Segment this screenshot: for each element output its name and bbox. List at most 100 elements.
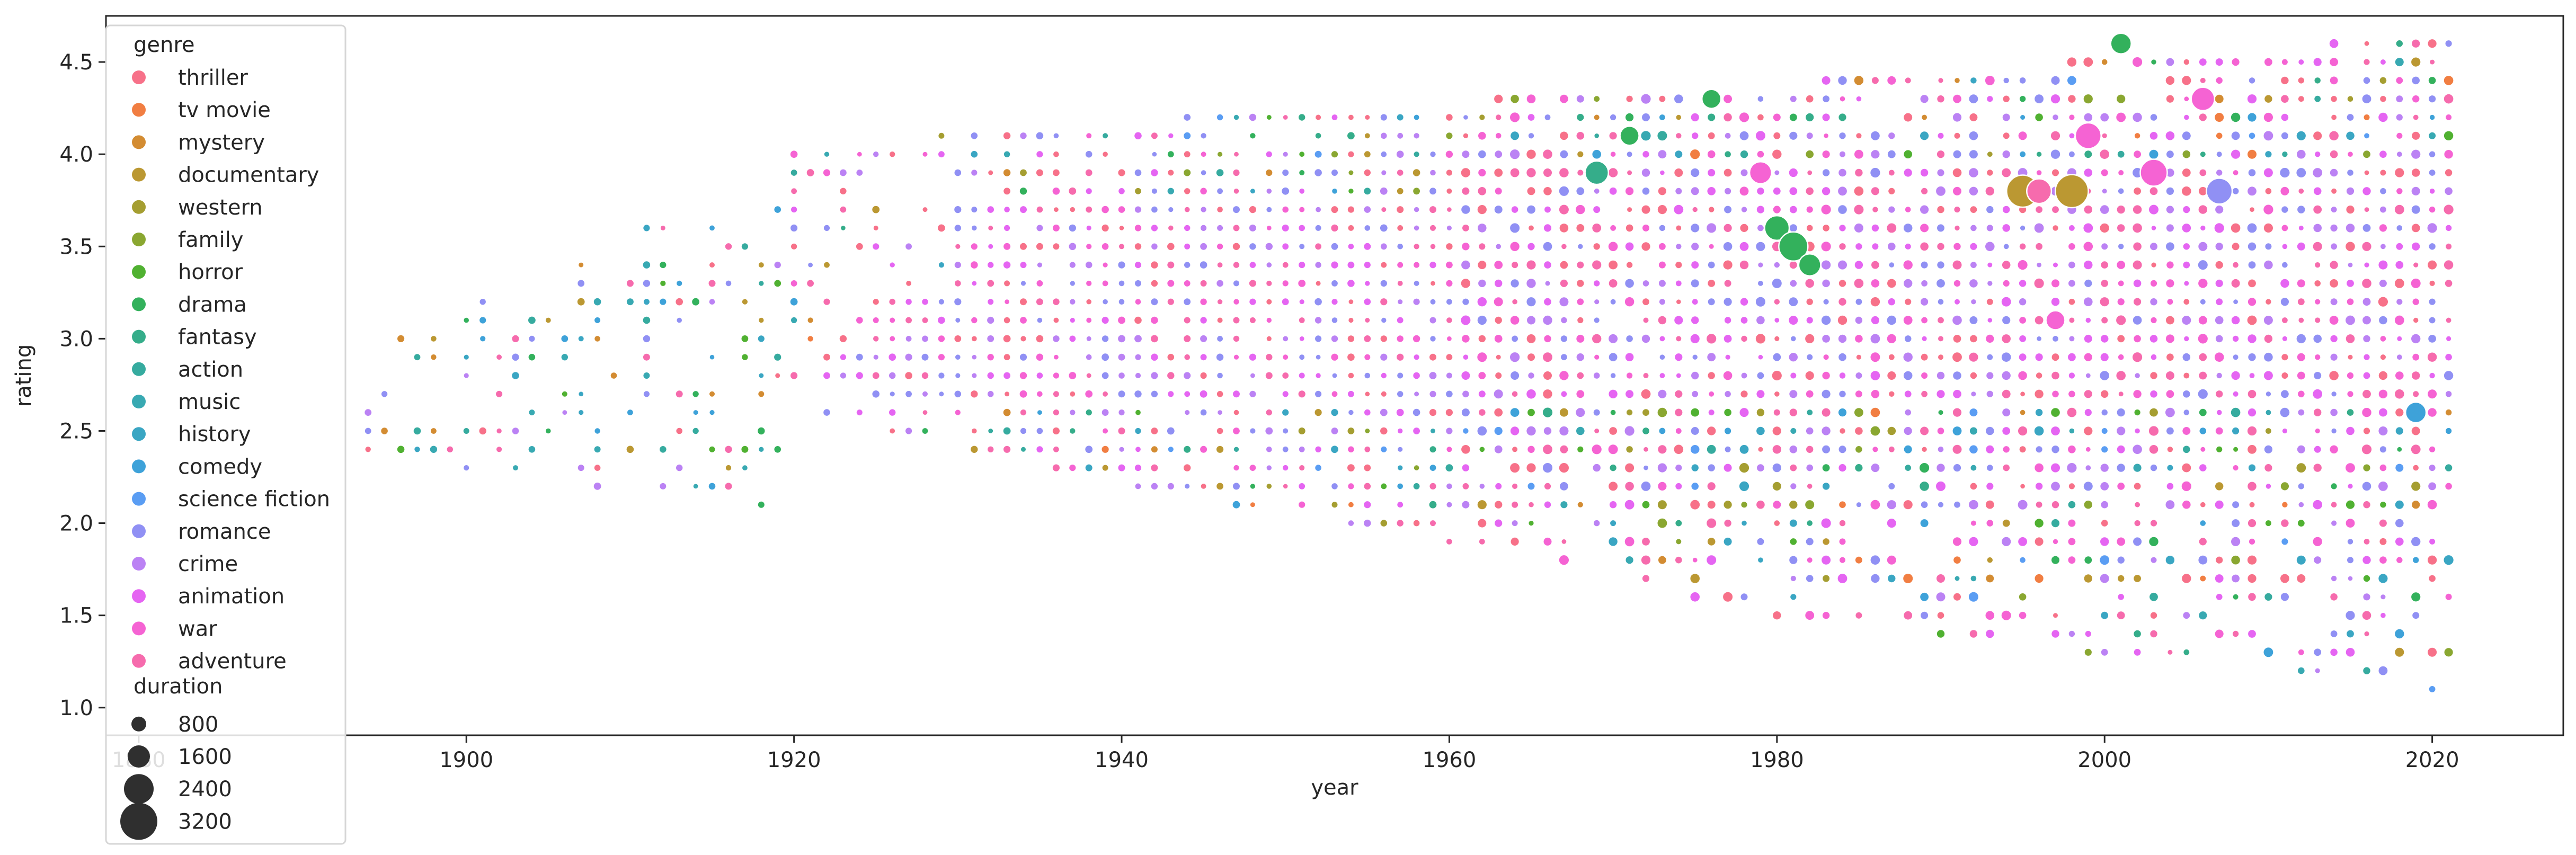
data-point <box>1494 519 1503 528</box>
data-point <box>1937 205 1945 214</box>
data-point <box>1526 462 1536 473</box>
data-point <box>2099 370 2110 381</box>
data-point <box>2443 204 2454 215</box>
data-point <box>2052 225 2059 231</box>
data-point <box>1200 408 1207 416</box>
data-point <box>2019 95 2027 103</box>
data-point <box>971 225 978 231</box>
data-point <box>1691 298 1699 306</box>
data-point <box>1609 186 1618 195</box>
data-point <box>2003 77 2010 84</box>
data-point <box>856 168 864 177</box>
data-point <box>2197 278 2208 289</box>
data-point <box>1412 334 1421 343</box>
data-point <box>1397 280 1404 287</box>
data-point <box>971 169 978 176</box>
data-point <box>2050 407 2061 418</box>
data-point <box>2427 499 2438 510</box>
data-point <box>1657 555 1667 565</box>
data-point <box>1790 335 1797 342</box>
data-point <box>1509 167 1520 178</box>
data-point <box>2445 482 2453 491</box>
data-point <box>1986 556 1994 564</box>
data-point <box>2362 76 2371 85</box>
data-point <box>2297 519 2305 528</box>
data-point <box>1690 444 1700 455</box>
data-point <box>954 168 962 177</box>
data-point <box>1692 354 1699 361</box>
data-point <box>1495 243 1502 250</box>
data-point <box>1920 611 1929 620</box>
data-point <box>1805 610 1815 621</box>
data-point <box>2280 519 2289 528</box>
data-point <box>1314 464 1322 472</box>
data-point <box>1118 225 1125 231</box>
data-point <box>479 335 486 342</box>
data-point <box>1821 444 1831 455</box>
data-point <box>2378 389 2388 399</box>
data-point <box>1101 353 1110 362</box>
data-point <box>1837 407 1847 417</box>
data-point <box>2002 279 2010 288</box>
data-point <box>1003 391 1010 397</box>
data-point <box>1461 334 1470 343</box>
data-point <box>626 445 635 454</box>
data-point <box>1526 204 1536 215</box>
data-point <box>1888 353 1895 361</box>
data-point <box>937 335 946 343</box>
data-point <box>1937 298 1944 306</box>
data-point <box>1003 299 1010 305</box>
data-point <box>2296 462 2307 474</box>
data-point <box>2149 186 2158 196</box>
data-point <box>463 317 470 324</box>
data-point <box>2116 112 2127 123</box>
data-point <box>1640 480 1651 492</box>
data-point <box>1954 77 1961 84</box>
data-point <box>2313 186 2322 196</box>
data-point <box>1526 425 1536 437</box>
data-point <box>1265 446 1273 453</box>
data-point <box>2265 409 2272 416</box>
data-point <box>921 335 929 343</box>
data-point <box>2347 575 2353 582</box>
data-point <box>872 371 880 380</box>
data-point <box>1167 353 1175 361</box>
data-point <box>1789 537 1798 546</box>
data-point <box>1853 278 1864 289</box>
data-point <box>1528 501 1535 508</box>
data-point <box>1854 426 1863 435</box>
data-point <box>2002 205 2011 214</box>
data-point <box>1101 445 1109 454</box>
data-point <box>757 501 766 509</box>
data-point <box>2151 262 2157 268</box>
data-point <box>822 408 831 417</box>
data-point <box>2116 611 2126 620</box>
data-point <box>1641 426 1650 435</box>
data-point <box>1641 574 1650 583</box>
data-point <box>1035 298 1044 306</box>
data-point <box>1609 519 1617 527</box>
data-point <box>577 279 585 288</box>
data-point <box>1348 299 1354 305</box>
data-point <box>1968 536 1979 547</box>
x-tick-label: 2020 <box>2405 748 2459 772</box>
data-point <box>2427 352 2438 363</box>
data-point <box>2002 426 2011 436</box>
data-point <box>2215 298 2224 306</box>
data-point <box>1936 224 1946 233</box>
data-point <box>2280 297 2290 307</box>
data-point <box>2165 370 2175 381</box>
data-point <box>2083 204 2093 215</box>
data-point <box>1509 370 1520 381</box>
data-point <box>2167 649 2173 656</box>
data-point <box>1739 297 1749 307</box>
data-point <box>789 297 798 306</box>
data-point <box>2361 443 2373 455</box>
data-point <box>1937 242 1945 251</box>
data-point <box>2412 556 2420 564</box>
data-point <box>1937 354 1944 361</box>
legend-size-marker <box>124 774 154 804</box>
data-point <box>1936 149 1946 159</box>
data-point <box>2313 334 2323 344</box>
data-point <box>1608 260 1619 270</box>
